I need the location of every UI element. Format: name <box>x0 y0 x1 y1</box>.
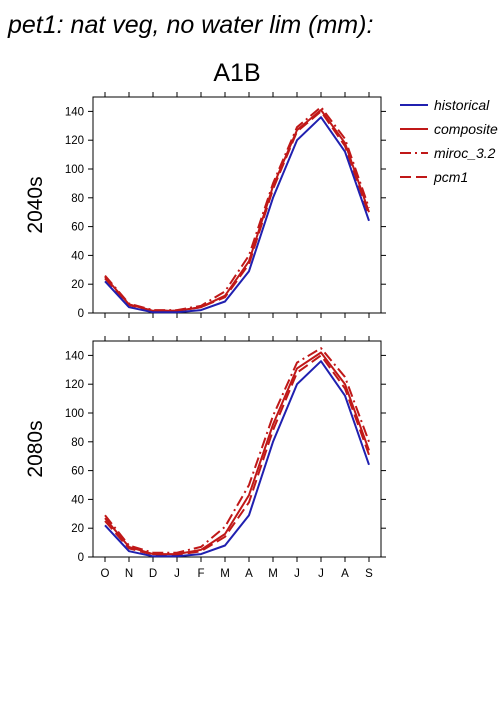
x-tick-label: M <box>268 568 278 580</box>
panel-2040s: 0 20 40 60 80 100 120 140 2040s <box>24 92 386 320</box>
plot-frame <box>92 340 382 558</box>
series-line-pcm1 <box>104 110 370 312</box>
series-line-composite <box>104 109 370 312</box>
y-tick-label: 100 <box>65 408 84 420</box>
row-label: 2040s <box>24 176 47 233</box>
y-tick-label: 60 <box>71 222 84 234</box>
y-tick-label: 100 <box>65 164 84 176</box>
x-tick-label: M <box>220 568 230 580</box>
panels: 0 20 40 60 80 100 120 140 2040s 0 20 40 60 80 100 120 14… <box>24 92 386 580</box>
plot-frame <box>92 96 382 314</box>
y-tick-label: 120 <box>65 135 84 147</box>
series-line-miroc_3.2 <box>104 347 370 554</box>
legend-item-historical: historical <box>400 97 490 113</box>
x-tick-label: J <box>318 568 324 580</box>
y-tick-label: 40 <box>71 250 84 262</box>
legend-item-miroc_3.2: miroc_3.2 <box>400 145 496 161</box>
x-tick-label: O <box>101 568 110 580</box>
y-tick-label: 0 <box>78 552 84 564</box>
figure-title: pet1: nat veg, no water lim (mm): <box>7 11 373 39</box>
y-tick-label: 120 <box>65 379 84 391</box>
x-tick-label: F <box>197 568 204 580</box>
x-tick-label: J <box>294 568 300 580</box>
x-tick-label: D <box>149 568 157 580</box>
legend-label: composite <box>434 121 498 137</box>
series-line-composite <box>104 351 370 556</box>
y-tick-label: 60 <box>71 466 84 478</box>
legend-item-composite: composite <box>400 121 498 137</box>
y-tick-label: 20 <box>71 279 84 291</box>
x-tick-label: N <box>125 568 133 580</box>
y-tick-label: 80 <box>71 193 84 205</box>
legend: historical composite miroc_3.2 pcm1 <box>400 97 498 185</box>
y-tick-label: 80 <box>71 437 84 449</box>
y-tick-label: 0 <box>78 308 84 320</box>
x-tick-label: S <box>365 568 373 580</box>
x-tick-label: J <box>174 568 180 580</box>
row-label: 2080s <box>24 420 47 477</box>
x-tick-label: A <box>341 568 349 580</box>
y-tick-label: 140 <box>65 106 84 118</box>
legend-label: historical <box>434 97 490 113</box>
legend-label: pcm1 <box>433 169 468 185</box>
series-line-pcm1 <box>104 354 370 556</box>
scenario-title: A1B <box>213 59 260 87</box>
series-line-historical <box>104 116 370 314</box>
y-tick-label: 40 <box>71 494 84 506</box>
y-tick-label: 140 <box>65 350 84 362</box>
series-line-historical <box>104 360 370 558</box>
x-tick-label: A <box>245 568 253 580</box>
y-tick-label: 20 <box>71 523 84 535</box>
legend-label: miroc_3.2 <box>434 145 496 161</box>
panel-2080s: 0 20 40 60 80 100 120 140 O N D J F M A M J J A S 2080s <box>24 336 386 580</box>
legend-item-pcm1: pcm1 <box>400 169 468 185</box>
